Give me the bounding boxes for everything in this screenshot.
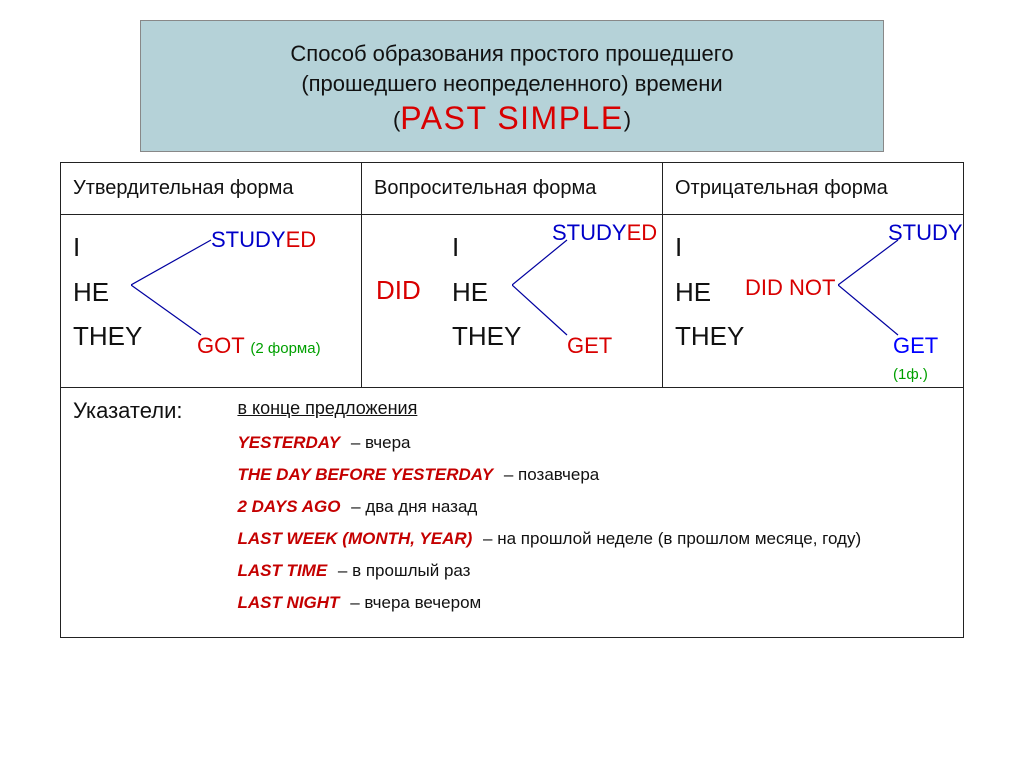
indicators-subtitle: в конце предложения [237, 398, 417, 419]
pron-he-n: HE [675, 270, 744, 314]
ed-suffix-q: ED [627, 220, 658, 245]
indicators-cell: Указатели: в конце предложения YESTERDAY… [61, 388, 964, 638]
past-simple-label: PAST SIMPLE [400, 100, 623, 136]
col-interrog: Вопросительная форма [362, 163, 663, 215]
branch-lines-affirm [131, 235, 221, 345]
pron-i: I [73, 225, 142, 269]
get-neg: GET (1ф.) [893, 333, 963, 385]
col-affirm: Утвердительная форма [61, 163, 362, 215]
got-affirm: GOT (2 форма) [197, 333, 321, 359]
col-negative: Отрицательная форма [663, 163, 964, 215]
pronouns-interrog: I HE THEY [452, 225, 521, 358]
did-label: DID [376, 275, 421, 306]
page-container: Способ образования простого прошедшего (… [0, 0, 1024, 658]
indicators-label: Указатели: [73, 398, 233, 424]
study-neg: STUDY [888, 220, 963, 246]
pronouns-neg: I HE THEY [675, 225, 744, 358]
pron-they: THEY [73, 314, 142, 358]
pron-he: HE [73, 270, 142, 314]
ind-row: 2 DAYS AGO – два дня назад [237, 497, 861, 517]
pron-i-q: I [452, 225, 521, 269]
pron-he-q: HE [452, 270, 521, 314]
ind-row: LAST TIME – в прошлый раз [237, 561, 861, 581]
title-box: Способ образования простого прошедшего (… [140, 20, 884, 152]
ind-row: LAST NIGHT – вчера вечером [237, 593, 861, 613]
didnot-label: DID NOT [745, 275, 835, 301]
study-affirm: STUDYED [211, 227, 316, 253]
branch-lines-interrog [512, 235, 592, 345]
indicators-row: Указатели: в конце предложения YESTERDAY… [61, 388, 964, 638]
forms-row: I HE THEY STUDYED GOT (2 форма) DID I HE… [61, 215, 964, 388]
neg-cell: I HE THEY DID NOT STUDY GET (1ф.) [663, 215, 964, 388]
title-line2: (прошедшего неопределенного) времени [161, 69, 863, 99]
note-form1: (1ф.) [893, 366, 928, 383]
ed-suffix: ED [286, 227, 317, 252]
ind-row: LAST WEEK (MONTH, YEAR) – на прошлой нед… [237, 529, 861, 549]
interrog-cell: DID I HE THEY STUDYED GET [362, 215, 663, 388]
affirm-cell: I HE THEY STUDYED GOT (2 форма) [61, 215, 362, 388]
table-header-row: Утвердительная форма Вопросительная форм… [61, 163, 964, 215]
note-form2: (2 форма) [250, 340, 320, 357]
indicators-list: в конце предложения YESTERDAY – вчера TH… [237, 398, 861, 625]
pron-they-n: THEY [675, 314, 744, 358]
ind-row: YESTERDAY – вчера [237, 433, 861, 453]
branch-lines-neg [838, 235, 918, 345]
title-line1: Способ образования простого прошедшего [161, 39, 863, 69]
grammar-table: Утвердительная форма Вопросительная форм… [60, 162, 964, 638]
pron-i-n: I [675, 225, 744, 269]
study-interrog: STUDYED [552, 220, 657, 246]
title-line3: (PAST SIMPLE) [161, 100, 863, 137]
get-interrog: GET [567, 333, 612, 359]
paren-close: ) [624, 107, 631, 132]
pronouns-affirm: I HE THEY [73, 225, 142, 358]
pron-they-q: THEY [452, 314, 521, 358]
ind-row: THE DAY BEFORE YESTERDAY – позавчера [237, 465, 861, 485]
